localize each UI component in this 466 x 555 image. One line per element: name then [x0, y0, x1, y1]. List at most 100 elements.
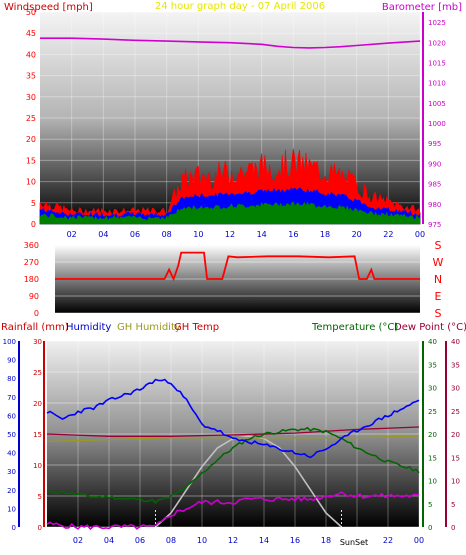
humidity-y-tick-label: 0: [12, 524, 16, 532]
humidity-x-tick-label: 04: [104, 536, 114, 545]
humidity-y-tick-label: 50: [7, 431, 16, 439]
humidity-series: [46, 378, 420, 531]
wind-low-series: [39, 201, 421, 225]
wind-x-tick-label: 20: [352, 230, 362, 239]
humidity-y-tick-label: 20: [7, 487, 16, 495]
rainfall-y-tick-label: 25: [33, 369, 42, 377]
sunset-label: SunSet: [340, 538, 368, 547]
temperature-y-tick-label: 10: [428, 478, 437, 486]
temperature-y-tick-label: 15: [428, 454, 437, 462]
wind-x-tick-label: 18: [320, 230, 330, 239]
humidity-y-tick-label: 40: [7, 450, 16, 458]
graph-title: 24 hour graph day - 07 April 2006: [155, 1, 325, 12]
dewpoint-y-tick-label: 10: [451, 478, 460, 486]
direction-y-tick-label: 90: [29, 292, 39, 301]
wind-x-tick-label: 06: [130, 230, 140, 239]
wind-x-tick-label: 14: [257, 230, 267, 239]
rainfall-y-tick-label: 20: [33, 400, 42, 408]
barometer-y-tick-label: 975: [428, 221, 441, 229]
humidity-gridlines: [47, 340, 420, 528]
direction-y-tick-label: 360: [24, 241, 39, 250]
dewpoint-y-tick-label: 0: [451, 524, 455, 532]
wind-y-tick-label: 10: [26, 178, 36, 187]
dewpoint-y-tick-label: 40: [451, 338, 460, 346]
humidity-y-tick-label: 10: [7, 505, 16, 513]
wind-y-tick-label: 0: [31, 220, 36, 229]
wind-y-tick-label: 35: [26, 72, 36, 81]
legend-gh-humidity: GH Humidity: [117, 322, 181, 333]
rainfall-y-tick-label: 10: [33, 462, 42, 470]
direction-y-tick-label: 0: [34, 309, 39, 318]
wind-x-tick-label: 08: [162, 230, 172, 239]
legend-temperature: Temperature (°C): [311, 322, 398, 333]
dewpoint-y-tick-label: 5: [451, 501, 455, 509]
rainfall-y-tick-label: 5: [38, 493, 42, 501]
barometer-y-tick-label: 1005: [428, 100, 446, 108]
rainfall-series: [46, 491, 420, 531]
humidity-x-tick-label: 16: [290, 536, 300, 545]
direction-axes: 0 S 90 E 180 N 270 W 360 S: [24, 239, 444, 320]
wind-y-tick-label: 30: [26, 93, 36, 102]
wind-direction-series: [55, 251, 420, 282]
temperature-y-tick-label: 25: [428, 408, 437, 416]
legend-gh-temp: GH Temp: [174, 322, 219, 333]
humidity-y-tick-label: 80: [7, 375, 16, 383]
legend-rainfall: Rainfall (mm): [1, 322, 69, 333]
temperature-y-tick-label: 5: [428, 501, 432, 509]
wind-x-tick-label: 16: [288, 230, 298, 239]
humidity-x-tick-label: 00: [414, 536, 424, 545]
humidity-x-tick-label: 14: [259, 536, 269, 545]
barometer-y-tick-label: 1025: [428, 19, 446, 27]
humidity-x-tick-label: 02: [73, 536, 83, 545]
humidity-y-tick-label: 60: [7, 412, 16, 420]
dewpoint-y-tick-label: 20: [451, 431, 460, 439]
compass-label: E: [435, 290, 442, 303]
direction-y-tick-label: 270: [24, 258, 39, 267]
humidity-x-tick-label: 10: [197, 536, 207, 545]
barometer-y-tick-label: 990: [428, 160, 441, 168]
barometer-series: [40, 37, 421, 49]
humidity-x-tick-label: 08: [166, 536, 176, 545]
rainfall-y-tick-label: 0: [38, 524, 42, 532]
wind-y-tick-label: 45: [26, 29, 36, 38]
barometer-y-tick-label: 1015: [428, 59, 446, 67]
wind-x-tick-label: 12: [225, 230, 235, 239]
rainfall-y-tick-label: 30: [33, 338, 42, 346]
legend-humidity: Humidity: [66, 322, 111, 333]
barometer-y-tick-label: 1010: [428, 80, 446, 88]
temperature-y-tick-label: 35: [428, 361, 437, 369]
wind-y-tick-label: 15: [26, 156, 36, 165]
temperature-y-tick-label: 20: [428, 431, 437, 439]
wind-y-tick-label: 20: [26, 135, 36, 144]
humidity-y-tick-label: 30: [7, 468, 16, 476]
dewpoint-y-tick-label: 25: [451, 408, 460, 416]
humidity-x-tick-label: 06: [135, 536, 145, 545]
dew-point-series: [46, 426, 420, 437]
wind-x-tick-label: 00: [415, 230, 425, 239]
wind-y-tick-label: 25: [26, 114, 36, 123]
barometer-y-tick-label: 995: [428, 140, 441, 148]
humidity-y-tick-label: 90: [7, 357, 16, 365]
barometer-y-tick-label: 980: [428, 201, 441, 209]
humidity-y-tick-label: 70: [7, 394, 16, 402]
gh-temp-series: [154, 435, 343, 528]
barometer-y-tick-label: 1020: [428, 39, 446, 47]
wind-x-tick-label: 22: [383, 230, 393, 239]
wind-y-tick-label: 40: [26, 50, 36, 59]
barometer-y-tick-label: 985: [428, 181, 441, 189]
compass-label: N: [434, 273, 442, 286]
barometer-axis-title: Barometer [mb]: [382, 2, 462, 13]
compass-label: S: [435, 239, 442, 252]
humidity-x-tick-label: 18: [321, 536, 331, 545]
wind-y-tick-label: 50: [26, 8, 36, 17]
temperature-y-tick-label: 30: [428, 385, 437, 393]
legend-dew-point: Dew Point (°C): [394, 322, 466, 333]
compass-label: W: [433, 256, 444, 269]
temperature-series: [46, 426, 420, 504]
dewpoint-y-tick-label: 35: [451, 361, 460, 369]
windspeed-axis-title: Windspeed [mph]: [4, 2, 93, 13]
wind-x-tick-label: 02: [67, 230, 77, 239]
rainfall-y-tick-label: 15: [33, 431, 42, 439]
